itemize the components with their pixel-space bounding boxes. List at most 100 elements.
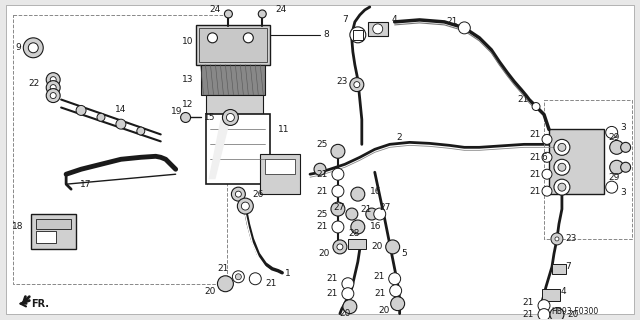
Text: 1: 1 (285, 269, 291, 278)
Circle shape (332, 168, 344, 180)
Text: 21: 21 (326, 289, 338, 298)
Circle shape (542, 169, 552, 179)
Circle shape (333, 240, 347, 254)
Text: 16: 16 (370, 222, 381, 231)
Circle shape (554, 179, 570, 195)
Bar (200, 65, 265, 95)
Circle shape (337, 244, 343, 250)
Circle shape (259, 10, 266, 18)
Circle shape (621, 162, 630, 172)
Text: 21: 21 (523, 310, 534, 319)
Circle shape (241, 202, 250, 210)
Text: 5: 5 (402, 249, 408, 258)
Bar (196, 25, 270, 65)
Text: 21: 21 (217, 264, 228, 273)
Circle shape (50, 77, 56, 83)
Circle shape (554, 159, 570, 175)
Circle shape (621, 142, 630, 152)
Text: 21: 21 (530, 153, 541, 162)
Bar (544, 100, 632, 239)
Circle shape (28, 43, 38, 53)
Circle shape (225, 10, 232, 18)
Text: 20: 20 (204, 287, 216, 296)
Circle shape (390, 285, 402, 297)
Text: 20: 20 (567, 310, 579, 319)
Text: 29: 29 (608, 173, 620, 182)
Circle shape (343, 300, 357, 314)
Circle shape (351, 187, 365, 201)
Text: 21: 21 (518, 95, 529, 104)
Circle shape (137, 127, 145, 135)
Circle shape (532, 102, 540, 110)
Bar (191, 100, 449, 269)
Text: 14: 14 (115, 105, 127, 114)
Text: 29: 29 (608, 133, 620, 142)
Circle shape (227, 114, 234, 122)
Text: 2: 2 (397, 133, 403, 142)
Text: 21: 21 (530, 170, 541, 179)
Circle shape (390, 297, 404, 311)
Bar (205, 95, 263, 115)
Circle shape (76, 105, 86, 116)
Circle shape (551, 233, 563, 245)
Circle shape (97, 113, 105, 121)
Circle shape (558, 183, 566, 191)
Circle shape (558, 143, 566, 151)
Text: 21: 21 (530, 187, 541, 196)
Text: 10: 10 (182, 37, 193, 46)
Text: MOTORCYCLE: MOTORCYCLE (204, 133, 436, 162)
Circle shape (342, 288, 354, 300)
Text: 28: 28 (348, 229, 359, 238)
Circle shape (346, 208, 358, 220)
Circle shape (223, 109, 238, 125)
Bar (265, 159, 295, 174)
Circle shape (331, 202, 345, 216)
Circle shape (538, 300, 550, 312)
Text: 21: 21 (317, 222, 328, 231)
Text: 27: 27 (333, 203, 345, 212)
Text: 21: 21 (326, 274, 338, 283)
Text: 21: 21 (523, 298, 534, 307)
Text: 4: 4 (561, 287, 566, 296)
Circle shape (350, 78, 364, 92)
Bar (260, 154, 300, 194)
Text: 20: 20 (378, 306, 390, 315)
Bar (198, 28, 268, 62)
Text: 21: 21 (374, 289, 386, 298)
Circle shape (558, 163, 566, 171)
Text: 21: 21 (373, 272, 385, 281)
Circle shape (314, 163, 326, 175)
Circle shape (605, 181, 618, 193)
Text: 4: 4 (392, 15, 397, 24)
Bar (31, 214, 76, 249)
Circle shape (218, 276, 234, 292)
Circle shape (372, 24, 383, 34)
Circle shape (538, 308, 550, 320)
Circle shape (237, 198, 253, 214)
Circle shape (232, 187, 245, 201)
Text: 7: 7 (342, 15, 348, 24)
Bar (36, 231, 56, 243)
Bar (13, 15, 227, 284)
Text: 17: 17 (80, 180, 92, 189)
Text: 20: 20 (319, 249, 330, 258)
Bar (36, 219, 71, 229)
Text: 9: 9 (15, 43, 21, 52)
Circle shape (386, 240, 399, 254)
Text: 19: 19 (171, 107, 182, 116)
Circle shape (332, 185, 344, 197)
Circle shape (46, 81, 60, 95)
Circle shape (610, 140, 623, 154)
Circle shape (550, 308, 564, 320)
Circle shape (331, 144, 345, 158)
Circle shape (46, 89, 60, 102)
Text: 20: 20 (371, 242, 383, 252)
Circle shape (542, 134, 552, 144)
Text: 12: 12 (182, 100, 193, 109)
Circle shape (350, 27, 366, 43)
Text: 16: 16 (370, 187, 381, 196)
Text: 7: 7 (565, 262, 571, 271)
Circle shape (610, 160, 623, 174)
Circle shape (605, 126, 618, 138)
Bar (368, 22, 388, 36)
